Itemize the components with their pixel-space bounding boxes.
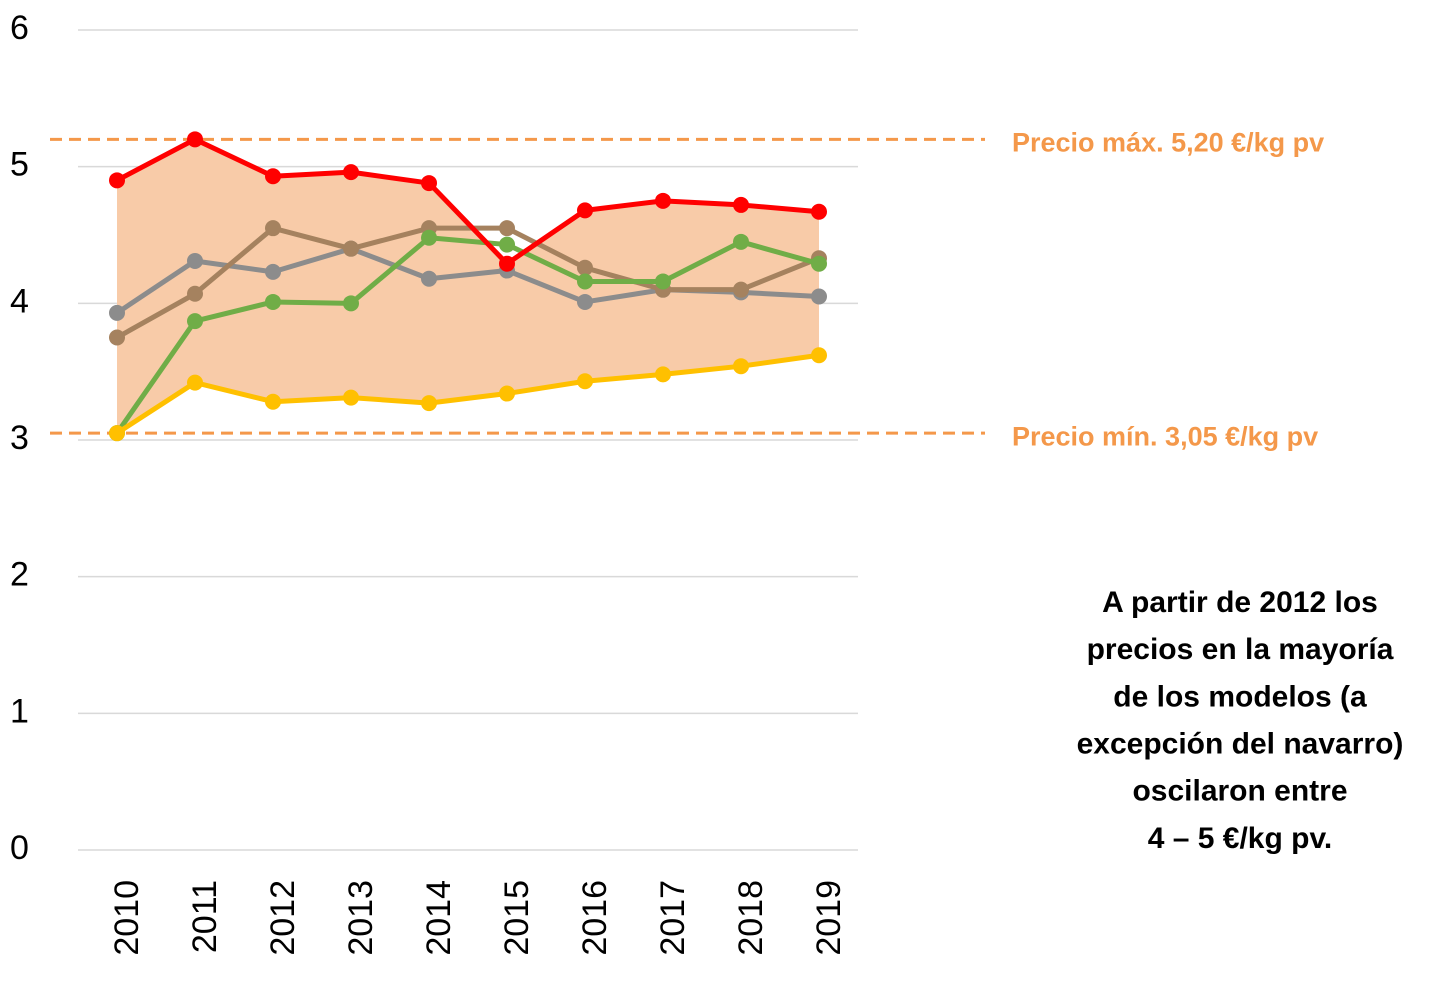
series-point xyxy=(499,220,515,237)
annotation-line: 4 – 5 €/kg pv. xyxy=(1148,822,1333,855)
x-tick-label: 2014 xyxy=(420,880,458,956)
x-tick-label: 2011 xyxy=(186,880,224,953)
series-point xyxy=(265,293,281,310)
series-point xyxy=(577,373,593,390)
series-point xyxy=(421,395,437,412)
series-point xyxy=(265,393,281,410)
series-point xyxy=(343,295,359,312)
series-point xyxy=(187,131,203,148)
series-line xyxy=(115,225,820,340)
x-tick-label: 2017 xyxy=(654,880,692,956)
annotation-line: oscilaron entre xyxy=(1132,775,1347,808)
series-point xyxy=(421,270,437,287)
series-point xyxy=(577,259,593,276)
series-point xyxy=(577,273,593,290)
y-tick-label: 4 xyxy=(10,282,29,320)
series-point xyxy=(811,288,827,305)
series-point xyxy=(811,347,827,364)
y-tick-label: 6 xyxy=(10,9,29,47)
band-area xyxy=(117,139,819,434)
annotation-line: excepción del navarro) xyxy=(1077,728,1404,761)
series-point xyxy=(187,285,203,302)
y-tick-label: 2 xyxy=(10,556,29,594)
series-point xyxy=(655,273,671,290)
series-point xyxy=(343,389,359,406)
x-tick-label: 2012 xyxy=(264,880,302,956)
series-point xyxy=(733,281,749,298)
series-point xyxy=(733,358,749,375)
x-tick-label: 2015 xyxy=(498,880,536,956)
x-tick-label: 2010 xyxy=(108,880,146,956)
series-line xyxy=(115,352,820,436)
x-tick-label: 2019 xyxy=(810,880,848,956)
x-tick-label: 2016 xyxy=(576,880,614,956)
series-point xyxy=(811,203,827,220)
series-point xyxy=(109,425,125,442)
annotation-line: A partir de 2012 los xyxy=(1102,586,1378,619)
series-line xyxy=(114,235,820,435)
y-tick-label: 3 xyxy=(10,419,29,457)
series-point xyxy=(811,255,827,272)
y-tick-label: 5 xyxy=(10,146,29,184)
reference-label: Precio mín. 3,05 €/kg pv xyxy=(1012,421,1318,451)
series-line xyxy=(115,136,820,267)
y-tick-label: 0 xyxy=(10,829,29,867)
reference-label: Precio máx. 5,20 €/kg pv xyxy=(1012,127,1324,157)
series-point xyxy=(187,374,203,391)
series-point xyxy=(187,252,203,269)
series-point xyxy=(265,220,281,237)
series-point xyxy=(109,172,125,189)
series-point xyxy=(655,192,671,209)
annotation-line: precios en la mayoría xyxy=(1087,633,1394,666)
series-point xyxy=(187,313,203,330)
series-point xyxy=(733,196,749,213)
series-point xyxy=(421,175,437,192)
series-point xyxy=(577,202,593,219)
annotation-line: de los modelos (a xyxy=(1113,680,1367,713)
series-point xyxy=(733,233,749,250)
series-point xyxy=(109,304,125,321)
series-point xyxy=(109,329,125,346)
series-point xyxy=(265,263,281,280)
series-point xyxy=(343,240,359,257)
series-point xyxy=(577,293,593,310)
series-point xyxy=(421,229,437,246)
x-tick-label: 2018 xyxy=(732,880,770,956)
series-point xyxy=(499,385,515,402)
series-point xyxy=(655,366,671,383)
series-point xyxy=(265,168,281,185)
series-point xyxy=(499,255,515,272)
series-point xyxy=(343,164,359,181)
series-point xyxy=(499,236,515,253)
y-tick-label: 1 xyxy=(10,692,29,730)
x-tick-label: 2013 xyxy=(342,880,380,956)
